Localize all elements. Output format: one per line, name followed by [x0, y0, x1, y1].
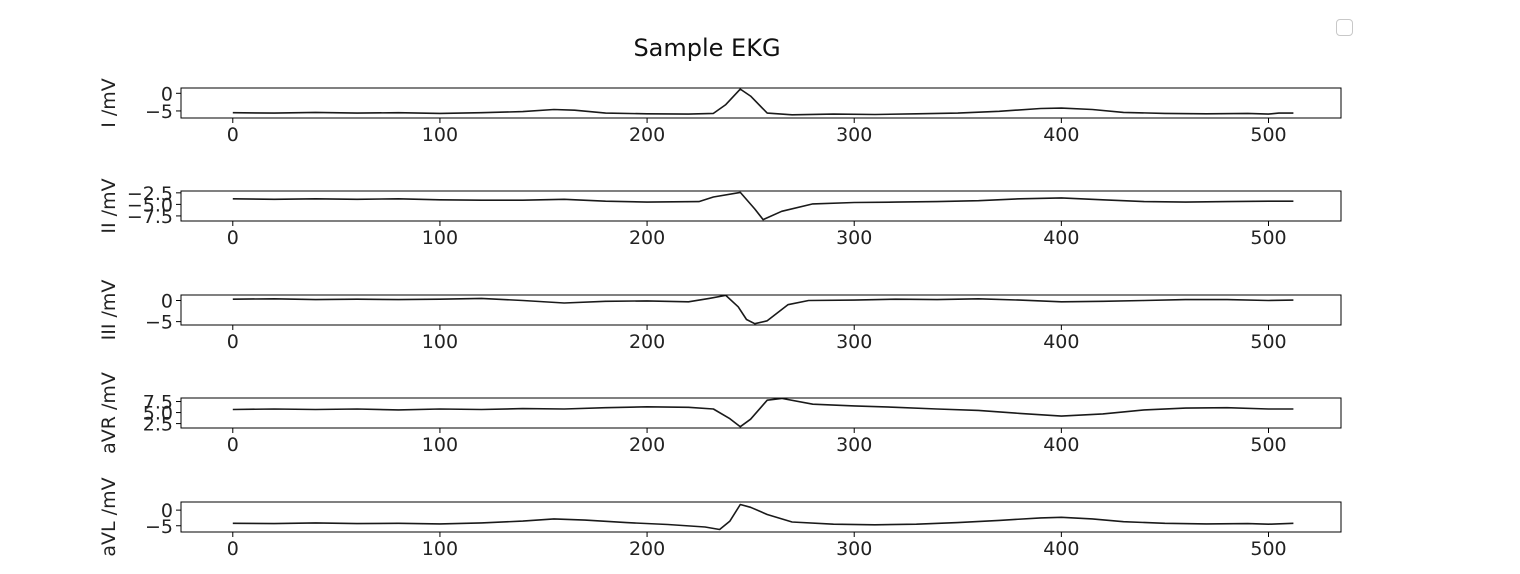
subplot-iii-mv-xtick-label: 200	[629, 331, 665, 353]
subplot-avr-mv-xtick-label: 300	[836, 434, 872, 456]
subplot-avr-mv-xtick-label: 200	[629, 434, 665, 456]
subplot-iii-mv-ytick-label: 0	[161, 290, 173, 312]
subplot-avl-mv-series-line	[232, 503, 1294, 531]
subplot-i-mv-xtick-label: 500	[1250, 124, 1286, 146]
subplot-ii-mv-ylabel: II /mV	[98, 178, 120, 233]
subplot-ii-mv-xtick-label: 500	[1250, 227, 1286, 249]
subplot-avl-mv-xtick-label: 300	[836, 538, 872, 560]
subplot-ii-mv-xtick-label: 200	[629, 227, 665, 249]
subplot-avl-mv-xtick-label: 100	[422, 538, 458, 560]
subplot-i-mv-xtick-label: 400	[1043, 124, 1079, 146]
subplot-ii-mv-axes-frame	[180, 190, 1342, 222]
subplot-avr-mv-ytick-label: 7.5	[143, 392, 173, 414]
subplot-ii-mv-series-line	[232, 191, 1294, 221]
subplot-iii-mv-xtick-label: 100	[422, 331, 458, 353]
subplot-iii-mv-xtick-label: 400	[1043, 331, 1079, 353]
subplot-ii-mv: 0 100 200 300 400 500 −2.5−5.0−7.5 II /mV	[98, 178, 1342, 249]
subplot-iii-mv-xtick-label: 500	[1250, 331, 1286, 353]
subplot-avl-mv-xtick-label: 400	[1043, 538, 1079, 560]
subplot-iii-mv-xtick-label: 300	[836, 331, 872, 353]
subplot-avr-mv-ytick-label: 5.0	[143, 403, 173, 425]
subplot-iii-mv-axes-frame	[180, 294, 1342, 326]
subplot-avl-mv-xtick-label: 0	[227, 538, 239, 560]
subplot-ii-mv-ytick-label: −2.5	[127, 183, 173, 205]
subplot-avr-mv-xtick-label: 0	[227, 434, 239, 456]
subplot-iii-mv-ytick-label: −5	[145, 312, 173, 334]
subplot-avr-mv-ytick-label: 2.5	[143, 414, 173, 436]
legend-checkbox[interactable]	[1336, 19, 1353, 36]
subplot-ii-mv-xtick-label: 100	[422, 227, 458, 249]
subplot-iii-mv-series-line	[232, 294, 1294, 325]
subplot-i-mv-series-line	[232, 88, 1294, 116]
subplot-avl-mv-ytick-label: −5	[145, 516, 173, 538]
subplot-i-mv-ytick-label: −5	[145, 101, 173, 123]
subplot-avr-mv-xtick-label: 500	[1250, 434, 1286, 456]
subplot-i-mv-xtick-label: 200	[629, 124, 665, 146]
subplot-avl-mv-xtick-label: 500	[1250, 538, 1286, 560]
subplot-ii-mv-ytick-label: −5.0	[127, 194, 173, 216]
subplot-iii-mv-xtick-label: 0	[227, 331, 239, 353]
subplot-ii-mv-ytick-label: −7.5	[127, 206, 173, 228]
subplot-avr-mv-axes-frame	[180, 397, 1342, 429]
subplot-avr-mv-xtick-label: 100	[422, 434, 458, 456]
subplot-avl-mv-xtick-label: 200	[629, 538, 665, 560]
subplot-avl-mv-axes-frame	[180, 501, 1342, 533]
subplot-i-mv-ytick-label: 0	[161, 83, 173, 105]
subplot-i-mv-axes-frame	[180, 87, 1342, 119]
subplot-ii-mv-xtick-label: 300	[836, 227, 872, 249]
subplot-i-mv-xtick-label: 100	[422, 124, 458, 146]
subplot-avl-mv-ytick-label: 0	[161, 500, 173, 522]
subplot-i-mv-ylabel: I /mV	[98, 78, 120, 128]
subplot-ii-mv-xtick-label: 400	[1043, 227, 1079, 249]
subplot-iii-mv-ylabel: III /mV	[98, 280, 120, 341]
subplot-avr-mv-series-line	[232, 397, 1294, 428]
figure-title: Sample EKG	[633, 34, 780, 62]
subplot-avr-mv-xtick-label: 400	[1043, 434, 1079, 456]
subplot-ii-mv-xtick-label: 0	[227, 227, 239, 249]
subplot-avr-mv: 0 100 200 300 400 500 7.55.02.5 aVR /mV	[98, 372, 1342, 456]
subplot-i-mv-xtick-label: 300	[836, 124, 872, 146]
subplot-i-mv-xtick-label: 0	[227, 124, 239, 146]
subplot-avr-mv-ylabel: aVR /mV	[98, 372, 120, 454]
subplot-avl-mv-ylabel: aVL /mV	[98, 477, 120, 556]
